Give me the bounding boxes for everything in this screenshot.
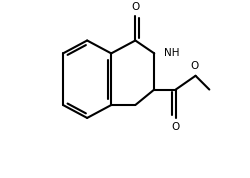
Text: O: O	[131, 2, 140, 12]
Text: NH: NH	[164, 48, 179, 57]
Text: O: O	[190, 61, 199, 72]
Text: O: O	[172, 122, 180, 132]
